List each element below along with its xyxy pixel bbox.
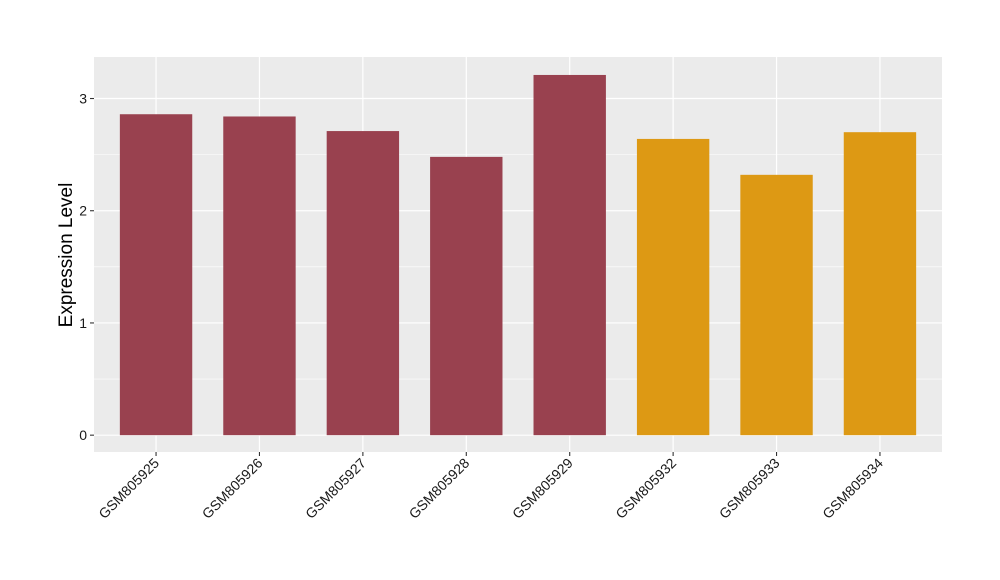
bar-GSM805927 [326, 131, 400, 436]
x-tick-label: GSM805925 [95, 455, 162, 522]
bar-GSM805934 [843, 132, 917, 436]
bar-GSM805933 [740, 174, 813, 436]
x-tick-label: GSM805934 [819, 455, 886, 522]
x-axis: GSM805925 GSM805926 GSM805927 GSM805928 GSM8… [95, 452, 886, 522]
bar-GSM805929 [533, 74, 606, 436]
y-tick-label: 0 [79, 427, 87, 443]
plot-panel [94, 57, 942, 452]
bars-group [119, 74, 917, 436]
y-axis-title: Expression Level [56, 183, 77, 328]
y-tick-label: 1 [79, 315, 87, 331]
y-tick-label: 2 [79, 203, 87, 219]
bar-GSM805928 [430, 156, 503, 436]
bar-GSM805932 [636, 138, 710, 436]
x-tick-label: GSM805928 [406, 455, 473, 522]
x-tick-label: GSM805927 [302, 455, 369, 522]
y-tick-label: 3 [79, 91, 87, 107]
x-tick-label: GSM805933 [716, 455, 783, 522]
bar-GSM805926 [223, 116, 296, 436]
bar-GSM805925 [119, 114, 193, 436]
x-tick-label: GSM805929 [509, 455, 576, 522]
y-axis: 0 1 2 3 [79, 91, 94, 443]
x-tick-label: GSM805926 [199, 455, 266, 522]
x-tick-label: GSM805932 [612, 455, 679, 522]
